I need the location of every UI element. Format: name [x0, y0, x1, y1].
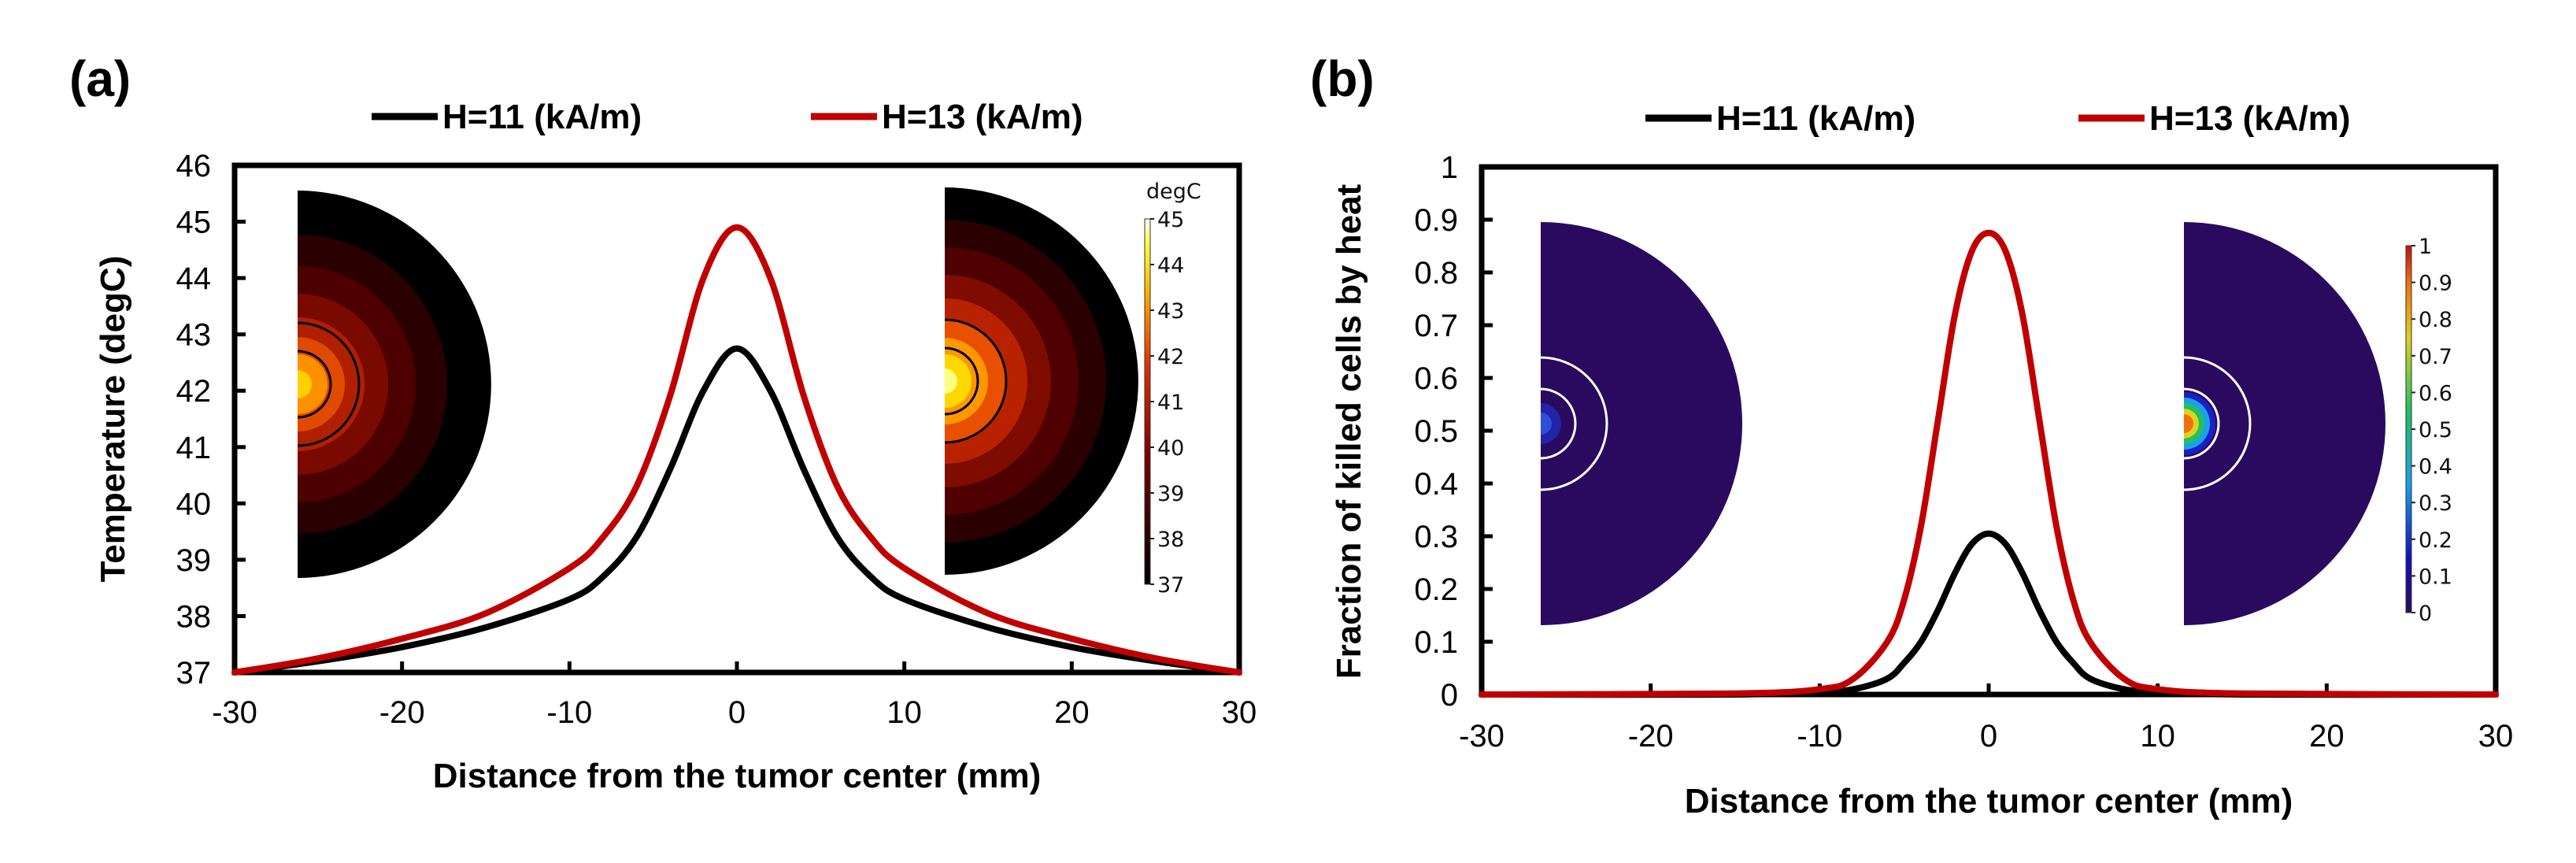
- series-line-a-0: [231, 345, 1242, 676]
- x-tick-label-a-3: 0: [728, 695, 746, 730]
- x-tick-label-b-4: 10: [2140, 719, 2175, 754]
- legend-a: H=11 (kA/m) H=13 (kA/m): [372, 98, 1083, 136]
- y-tick-label-b-7: 0.7: [1414, 309, 1458, 343]
- y-tick-label-b-6: 0.6: [1414, 361, 1458, 396]
- y-axis-title-a: Temperature (degC): [94, 256, 132, 583]
- colorbar-tick-label-b-6: 0.4: [2419, 455, 2452, 480]
- y-tick-label-a-9: 46: [176, 149, 212, 183]
- x-tick-label-b-0: -30: [1459, 719, 1505, 754]
- legend-b-label-1: H=13 (kA/m): [2149, 99, 2351, 138]
- x-tick-label-b-6: 30: [2478, 719, 2514, 754]
- y-tick-label-b-10: 1: [1441, 150, 1458, 185]
- x-tick-label-a-6: 30: [1222, 695, 1257, 730]
- y-tick-label-b-8: 0.8: [1414, 256, 1458, 291]
- y-tick-label-b-4: 0.4: [1414, 467, 1458, 502]
- colorbar-tick-label-a-8: 37: [1157, 573, 1184, 598]
- y-tick-label-a-0: 37: [176, 656, 212, 691]
- colorbar-tick-label-b-2: 0.8: [2419, 308, 2452, 332]
- y-tick-label-a-7: 44: [176, 261, 212, 296]
- y-tick-label-a-5: 42: [176, 374, 212, 409]
- colorbar-tick-label-b-1: 0.9: [2419, 272, 2452, 296]
- colorbar-b: 1 0.9 0.8 0.7 0.6 0.5 0.4 0.3 0.2 0.1 0: [2405, 235, 2452, 626]
- colorbar-tick-label-a-3: 42: [1157, 345, 1184, 369]
- colorbar-tick-label-a-0: 45: [1157, 208, 1184, 232]
- legend-b-label-0: H=11 (kA/m): [1716, 99, 1915, 138]
- colorbar-tick-label-a-5: 40: [1157, 436, 1184, 461]
- y-tick-label-a-4: 41: [176, 431, 212, 465]
- y-tick-label-a-3: 40: [176, 487, 212, 521]
- x-tick-label-a-4: 10: [886, 695, 922, 730]
- colorbar-tick-label-b-8: 0.2: [2419, 528, 2452, 553]
- colorbar-tick-label-a-1: 44: [1157, 254, 1184, 278]
- colorbar-tick-label-b-3: 0.7: [2419, 345, 2452, 369]
- colorbar-tick-label-a-2: 43: [1157, 299, 1184, 324]
- colorbar-tick-label-b-7: 0.3: [2419, 491, 2452, 516]
- colorbar-tick-label-b-0: 1: [2419, 235, 2432, 259]
- series-line-b-0: [1479, 530, 2499, 698]
- y-tick-label-a-6: 43: [176, 318, 212, 353]
- inset-killed-fraction-map-h11: [1541, 222, 1742, 625]
- colorbar-tick-label-b-4: 0.6: [2419, 381, 2452, 406]
- y-tick-label-a-2: 39: [176, 543, 212, 578]
- x-tick-label-b-2: -10: [1797, 719, 1842, 754]
- inset-temperature-map-h13: [945, 187, 1138, 575]
- panel-a: (a) H=11 (kA/m) H=13 (kA/m): [69, 50, 1257, 795]
- inset-killed-fraction-map-h13: [2184, 222, 2385, 625]
- y-tick-label-a-8: 45: [176, 206, 212, 240]
- y-tick-label-b-2: 0.2: [1414, 572, 1458, 607]
- x-tick-label-b-3: 0: [1980, 719, 1997, 754]
- colorbar-tick-label-a-6: 39: [1157, 482, 1184, 506]
- y-axis-title-b: Fraction of killed cells by heat: [1330, 183, 1368, 679]
- x-tick-label-b-5: 20: [2309, 719, 2345, 754]
- colorbar-tick-label-b-9: 0.1: [2419, 565, 2452, 589]
- y-tick-label-b-3: 0.3: [1414, 520, 1458, 554]
- panel-label-b: (b): [1310, 50, 1375, 107]
- colorbar-a-title: degC: [1146, 180, 1201, 204]
- series-line-b-1: [1479, 229, 2499, 698]
- x-tick-label-a-1: -20: [379, 695, 425, 730]
- legend-a-label-0: H=11 (kA/m): [442, 98, 642, 136]
- panel-b: (b) H=11 (kA/m) H=13 (kA/m): [1310, 50, 2513, 820]
- x-tick-label-b-1: -20: [1628, 719, 1674, 754]
- x-tick-label-a-2: -10: [546, 695, 592, 730]
- colorbar-tick-label-b-5: 0.5: [2419, 418, 2452, 443]
- colorbar-b-bar: [2405, 245, 2412, 613]
- y-tick-label-b-5: 0.5: [1414, 414, 1458, 449]
- y-tick-label-b-1: 0.1: [1414, 625, 1458, 660]
- colorbar-a: degC 45 44 43 42 41 40 39 38 37: [1144, 180, 1201, 598]
- colorbar-tick-label-b-10: 0: [2419, 602, 2432, 626]
- panel-label-a: (a): [69, 50, 131, 107]
- series-line-a-1: [231, 224, 1242, 676]
- legend-b: H=11 (kA/m) H=13 (kA/m): [1645, 99, 2351, 138]
- colorbar-a-bar: [1144, 218, 1151, 585]
- y-tick-label-b-0: 0: [1441, 678, 1458, 713]
- x-tick-label-a-0: -30: [212, 695, 257, 730]
- colorbar-tick-label-a-7: 38: [1157, 528, 1184, 552]
- x-tick-label-a-5: 20: [1054, 695, 1090, 730]
- x-axis-title-b: Distance from the tumor center (mm): [1685, 782, 2293, 820]
- legend-a-label-1: H=13 (kA/m): [882, 98, 1083, 136]
- y-tick-label-a-1: 38: [176, 599, 212, 634]
- colorbar-tick-label-a-4: 41: [1157, 391, 1184, 415]
- y-tick-label-b-9: 0.9: [1414, 203, 1458, 238]
- x-axis-title-a: Distance from the tumor center (mm): [433, 757, 1042, 795]
